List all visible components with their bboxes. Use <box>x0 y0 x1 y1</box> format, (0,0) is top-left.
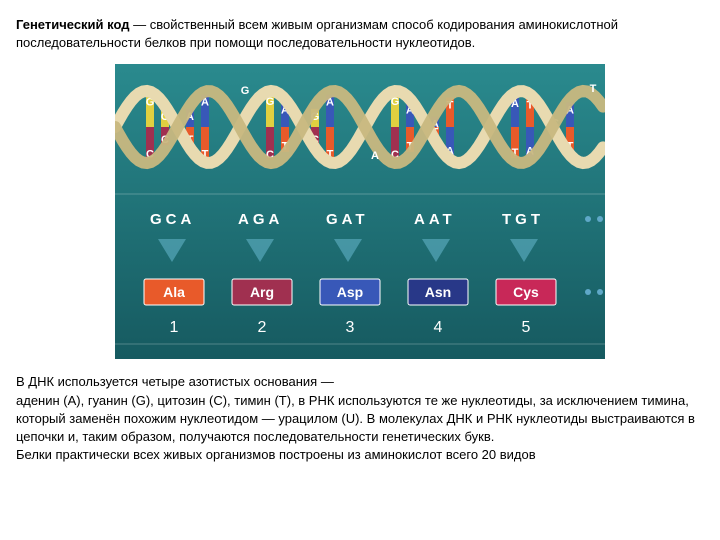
outro-line2: аденин (A), гуанин (G), цитозин (С), тим… <box>16 393 695 444</box>
diagram-container: GCGCATATGCATGCATGCATATTAATTAGCATGATGCAAl… <box>16 64 704 359</box>
svg-text:GAT: GAT <box>326 211 369 228</box>
outro-paragraph: В ДНК используется четыре азотистых осно… <box>16 373 704 464</box>
svg-text:2: 2 <box>258 319 267 336</box>
svg-text:Asp: Asp <box>337 284 363 300</box>
svg-text:1: 1 <box>170 319 179 336</box>
genetic-code-diagram: GCGCATATGCATGCATGCATATTAATTAGCATGATGCAAl… <box>115 64 605 359</box>
svg-text:Cys: Cys <box>513 284 539 300</box>
intro-paragraph: Генетический код — свойственный всем жив… <box>16 16 704 52</box>
svg-text:A: A <box>371 150 379 162</box>
svg-text:GCA: GCA <box>150 211 195 228</box>
outro-line1: В ДНК используется четыре азотистых осно… <box>16 374 334 389</box>
term: Генетический код <box>16 17 130 32</box>
svg-text:G: G <box>241 85 250 97</box>
svg-text:T: T <box>590 83 597 95</box>
svg-text:AAT: AAT <box>414 211 456 228</box>
svg-text:Asn: Asn <box>425 284 451 300</box>
svg-text:3: 3 <box>346 319 355 336</box>
svg-text:Ala: Ala <box>163 284 185 300</box>
svg-text:5: 5 <box>522 319 531 336</box>
svg-text:4: 4 <box>434 319 443 336</box>
svg-text:TGT: TGT <box>502 211 544 228</box>
outro-line3: Белки практически всех живых организмов … <box>16 447 536 462</box>
svg-text:Arg: Arg <box>250 284 274 300</box>
svg-text:AGA: AGA <box>238 211 283 228</box>
